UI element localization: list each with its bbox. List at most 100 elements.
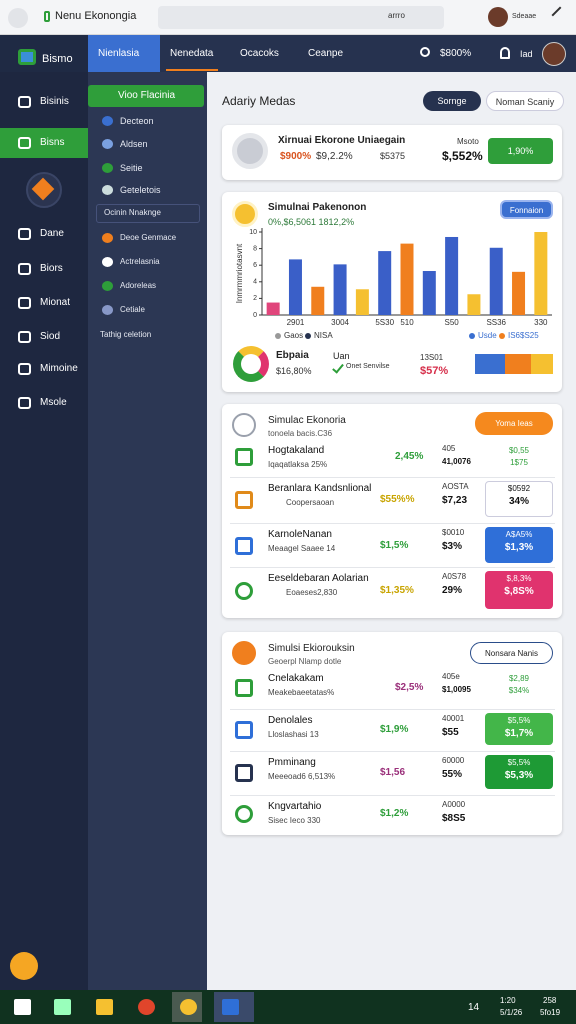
tab-title[interactable]: Nenu Ekonongia bbox=[55, 10, 137, 22]
subnav-item[interactable]: Actrelasnia bbox=[120, 257, 160, 266]
main-button[interactable]: Sornge bbox=[423, 91, 481, 111]
row-badge-line: 34% bbox=[508, 496, 529, 507]
row-mid-value: 55% bbox=[442, 769, 463, 780]
address-text: arrro bbox=[388, 11, 405, 20]
tray-clock-sub: 5fo19 bbox=[540, 1008, 561, 1017]
back-button[interactable] bbox=[8, 8, 28, 28]
taskbar-icon[interactable] bbox=[54, 999, 71, 1015]
subnav-item[interactable]: Ocinin Nnaknge bbox=[104, 208, 161, 217]
chart-subtitle: 0%,$6,5061 1812,2% bbox=[268, 217, 355, 227]
row-mid-label: $0010 bbox=[442, 528, 465, 537]
brand-name: Bismo bbox=[42, 53, 73, 65]
chart-button[interactable]: Fonnaion bbox=[500, 200, 553, 219]
nav-tab[interactable]: Ceanpe bbox=[308, 48, 344, 59]
taskbar-icon[interactable] bbox=[14, 999, 31, 1015]
row-value: $1,9% bbox=[380, 724, 409, 735]
legend-dot bbox=[499, 333, 505, 339]
sidebar-item[interactable]: Biors bbox=[40, 263, 63, 274]
subnav-item[interactable]: Adoreleas bbox=[120, 281, 157, 290]
subnav-item[interactable]: Tathig celetion bbox=[100, 330, 152, 339]
subnav-button[interactable]: Vioo Flacinia bbox=[88, 85, 204, 107]
sidebar-item[interactable]: Msole bbox=[40, 397, 67, 408]
nav-tab[interactable]: Ocacoks bbox=[240, 48, 279, 59]
brand-logo bbox=[18, 49, 36, 65]
row-title: Cnelakakam bbox=[268, 673, 324, 684]
sidebar-item[interactable]: Mimoine bbox=[40, 363, 78, 374]
row-value: $2,5% bbox=[395, 682, 424, 693]
taskbar-icon[interactable] bbox=[96, 999, 113, 1015]
sidebar-item[interactable]: Bisinis bbox=[40, 96, 69, 107]
summary-label: Msoto bbox=[457, 137, 479, 146]
row-icon bbox=[235, 764, 253, 782]
card-title: Simulac Ekonoria bbox=[268, 415, 346, 426]
row-title: Hogtakaland bbox=[268, 445, 325, 456]
row-subtitle: Eoaeses2,830 bbox=[286, 588, 338, 597]
row-mid-label: 405 bbox=[442, 444, 456, 453]
row-mid-value: $3% bbox=[442, 541, 463, 552]
card-title: Simulsi Ekiorouksin bbox=[268, 643, 355, 654]
summary-button[interactable]: 1,90% bbox=[488, 138, 553, 164]
summary-stat: $5375 bbox=[380, 151, 406, 161]
subnav-item[interactable]: Deoe Genmace bbox=[120, 233, 177, 242]
tray-text: 14 bbox=[468, 1002, 480, 1013]
subnav-item[interactable]: Geteletois bbox=[120, 185, 161, 195]
row-badge[interactable] bbox=[485, 713, 553, 745]
row-mid-value: $55 bbox=[442, 727, 459, 738]
row-value: $55%% bbox=[380, 494, 415, 505]
row-mid-label: 40001 bbox=[442, 714, 465, 723]
sidebar-icon bbox=[18, 363, 31, 375]
row-badge[interactable] bbox=[485, 481, 553, 517]
sidebar-item[interactable]: Mionat bbox=[40, 297, 71, 308]
subnav-item[interactable]: Seitie bbox=[120, 163, 143, 173]
row-mid-value: 29% bbox=[442, 585, 463, 596]
main-button[interactable]: Noman Scaniy bbox=[486, 91, 564, 111]
row-mid-label: AOSTA bbox=[442, 482, 469, 491]
card-icon bbox=[232, 413, 256, 437]
row-divider bbox=[230, 795, 555, 796]
user-avatar bbox=[488, 7, 508, 27]
card-subtitle: Geoerpl Nlamp dotle bbox=[268, 657, 342, 666]
subnav bbox=[88, 72, 207, 990]
nav-tab[interactable]: Nenedata bbox=[170, 48, 214, 59]
row-mid-label: 405e bbox=[442, 672, 460, 681]
taskbar-icon[interactable] bbox=[222, 999, 239, 1015]
row-mid-label: A0S78 bbox=[442, 572, 467, 581]
subnav-item[interactable]: Cetiale bbox=[120, 305, 145, 314]
row-value: $1,56 bbox=[380, 767, 406, 778]
row-subtitle: Meeeoad6 6,513% bbox=[268, 772, 336, 781]
row-icon bbox=[235, 679, 253, 697]
subnav-item[interactable]: Decteon bbox=[120, 116, 154, 126]
sidebar-active bbox=[0, 128, 88, 158]
profile-icon bbox=[500, 47, 510, 59]
nav-avatar bbox=[542, 42, 566, 66]
summary-icon bbox=[232, 133, 268, 169]
taskbar-icon[interactable] bbox=[180, 999, 197, 1015]
subnav-item[interactable]: Aldsen bbox=[120, 139, 148, 149]
tray-clock: 258 bbox=[543, 996, 557, 1005]
chart-title: Simulnai Pakenonon bbox=[268, 202, 367, 213]
sidebar-item[interactable]: Siod bbox=[40, 331, 61, 342]
subnav-dropdown bbox=[96, 204, 200, 223]
mini-bar bbox=[505, 354, 531, 374]
sidebar-item[interactable]: Dane bbox=[40, 228, 64, 239]
row-badge[interactable] bbox=[485, 571, 553, 609]
card-subtitle: tonoela bacis.C36 bbox=[268, 429, 333, 438]
row-badge[interactable] bbox=[485, 755, 553, 789]
address-bar[interactable] bbox=[158, 6, 444, 29]
card-button[interactable]: Yoma Ieas bbox=[475, 412, 553, 435]
sidebar-icon bbox=[18, 331, 31, 343]
legend-dot bbox=[469, 333, 475, 339]
row-value: $1,5% bbox=[380, 540, 409, 551]
row-value: 2,45% bbox=[395, 451, 424, 462]
subnav-icon bbox=[102, 233, 113, 243]
taskbar-icon[interactable] bbox=[138, 999, 155, 1015]
row-subtitle: Sisec Ieco 330 bbox=[268, 816, 321, 825]
row-badge[interactable] bbox=[485, 527, 553, 563]
subnav-icon bbox=[102, 305, 113, 315]
card-button[interactable]: Nonsara Nanis bbox=[470, 642, 553, 664]
sidebar-icon bbox=[18, 96, 31, 108]
nav-tab[interactable]: Nienlasia bbox=[98, 48, 140, 59]
sidebar-item[interactable]: Bisns bbox=[40, 137, 65, 148]
legend-dot bbox=[275, 333, 281, 339]
row-title: Beranlara Kandsnlional bbox=[268, 483, 372, 494]
